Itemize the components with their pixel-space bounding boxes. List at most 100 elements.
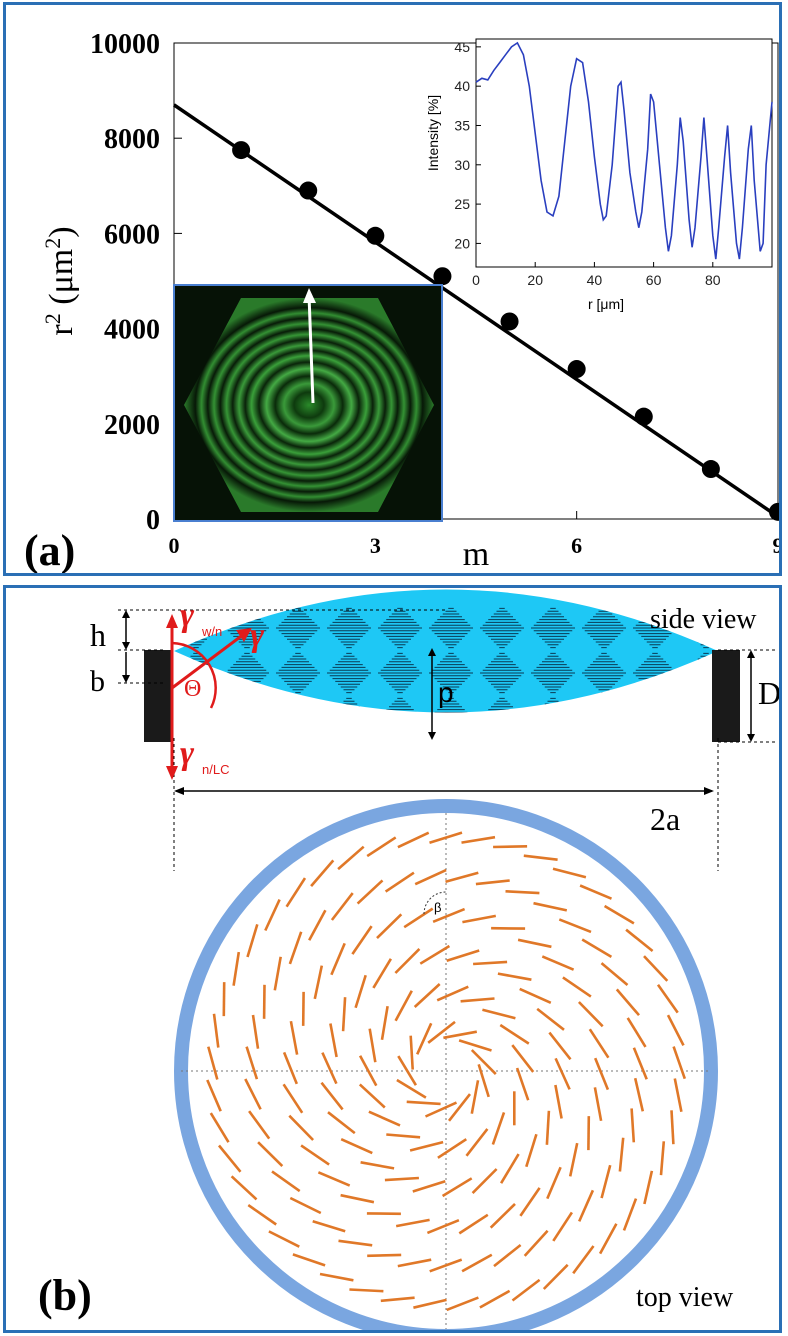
director-rod — [310, 859, 335, 887]
director-rod — [475, 879, 510, 886]
director-rod — [429, 831, 463, 844]
director-rod — [659, 1141, 666, 1176]
director-rod — [447, 1093, 472, 1122]
director-rod — [282, 1083, 304, 1114]
b-label: b — [90, 665, 105, 698]
director-rod — [536, 1007, 565, 1031]
data-point — [232, 141, 251, 160]
director-rod — [397, 831, 430, 849]
p-label: p — [438, 677, 454, 708]
fit-line — [173, 103, 779, 519]
x-axis-label: m — [463, 536, 489, 573]
inset-x-tick-label: 40 — [587, 272, 603, 288]
director-rod — [312, 1220, 346, 1233]
inset-x-axis-label: r [μm] — [588, 296, 624, 312]
director-rod — [432, 907, 466, 924]
director-rod — [248, 1110, 271, 1140]
right-plate — [712, 650, 740, 742]
x-tick-label: 9 — [773, 533, 780, 558]
director-rod — [396, 1078, 427, 1099]
director-rod — [251, 1014, 260, 1049]
theta-arc — [171, 641, 217, 709]
director-rod — [330, 892, 354, 921]
director-rod — [419, 944, 451, 965]
director-rod — [493, 845, 528, 849]
data-point — [500, 312, 519, 331]
director-rod — [666, 1014, 685, 1046]
director-rod — [416, 1022, 433, 1055]
inset-y-tick-label: 25 — [454, 196, 470, 212]
director-rod — [458, 1213, 489, 1235]
panel-label-a: (a) — [24, 526, 75, 573]
director-rod — [618, 1137, 625, 1172]
y-tick-label: 2000 — [104, 410, 160, 441]
director-rod — [308, 909, 327, 941]
x-tick-label: 6 — [571, 533, 582, 558]
director-rod — [230, 1175, 258, 1201]
y-tick-label: 0 — [146, 505, 160, 536]
director-rod — [436, 985, 469, 1002]
director-rod — [394, 990, 413, 1022]
director-rod — [367, 1253, 402, 1258]
director-rod — [633, 1077, 645, 1112]
inset-x-tick-label: 80 — [705, 272, 721, 288]
panel-a: 0 2000 4000 6000 8000 10000 0 3 6 9 m r2 (μm2) 20 25… — [3, 2, 782, 576]
director-rod — [313, 965, 324, 1000]
director-rod — [523, 854, 558, 861]
director-rod — [497, 972, 532, 981]
director-rod — [340, 1138, 373, 1155]
director-rod — [209, 1112, 230, 1143]
director-rod — [394, 947, 421, 974]
inset-y-tick-label: 35 — [454, 117, 470, 133]
director-rod — [630, 1108, 636, 1143]
director-rod — [477, 1064, 490, 1098]
inset-x-tick-label: 20 — [527, 272, 543, 288]
panel-label-b: (b) — [38, 1271, 92, 1320]
director-rod — [672, 1046, 687, 1080]
top-view-label: top view — [636, 1282, 734, 1313]
intensity-inset: 20 25 30 35 40 45 0 20 40 60 80 r [μm] Intensity [%] — [425, 38, 773, 312]
director-rod — [414, 868, 447, 886]
radius-arrow-head — [303, 288, 316, 303]
director-rod — [358, 1083, 386, 1109]
director-rod — [470, 1049, 497, 1076]
director-rod — [552, 867, 587, 879]
director-rod — [427, 1020, 456, 1044]
director-rod — [321, 1052, 338, 1085]
director-rod — [499, 1153, 520, 1184]
gamma-wn-symbol: γ — [180, 597, 195, 634]
director-rod — [289, 1020, 299, 1055]
director-rod — [424, 1101, 458, 1118]
director-rod — [380, 1296, 415, 1303]
x-tick-label: 3 — [370, 533, 381, 558]
y-tick-label: 4000 — [104, 315, 160, 346]
director-rod — [337, 845, 365, 871]
director-rod — [461, 1253, 493, 1273]
director-rod — [462, 914, 497, 924]
inset-y-tick-label: 45 — [454, 39, 470, 55]
director-rod — [548, 1031, 572, 1061]
director-rod — [554, 1084, 563, 1119]
director-rod — [246, 924, 259, 958]
director-rod — [330, 942, 346, 976]
director-rod — [581, 938, 613, 959]
director-rod — [354, 974, 367, 1009]
gamma-symbol: γ — [250, 617, 265, 654]
inset-x-tick-label: 0 — [472, 272, 480, 288]
h-label: h — [90, 617, 106, 653]
director-rod — [562, 976, 592, 998]
director-rod — [523, 1229, 549, 1257]
director-rod — [615, 988, 640, 1017]
director-rod — [593, 1057, 610, 1091]
hexagonal-droplet — [184, 298, 434, 512]
director-rod — [412, 1180, 446, 1193]
director-rod — [482, 1008, 516, 1020]
director-rod — [465, 1128, 489, 1157]
director-rod — [598, 1223, 618, 1255]
y-tick-label: 10000 — [90, 29, 160, 60]
director-rod — [386, 1133, 421, 1139]
director-rod — [600, 1164, 612, 1199]
director-rod — [673, 1078, 683, 1113]
director-rod — [372, 958, 393, 989]
director-rod — [603, 904, 635, 925]
